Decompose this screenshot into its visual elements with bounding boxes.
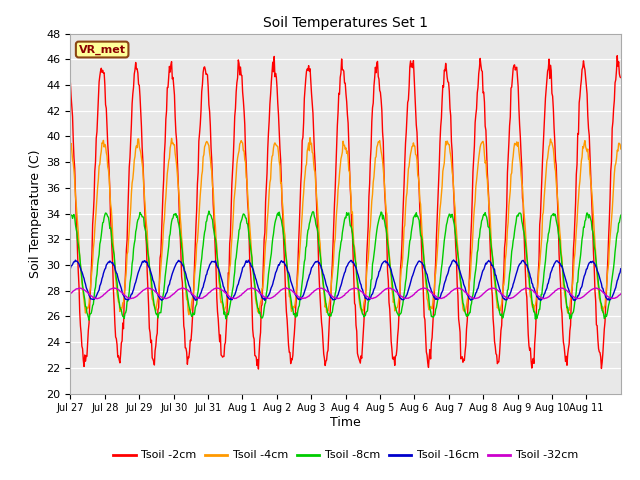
Text: VR_met: VR_met (79, 44, 125, 55)
Legend: Tsoil -2cm, Tsoil -4cm, Tsoil -8cm, Tsoil -16cm, Tsoil -32cm: Tsoil -2cm, Tsoil -4cm, Tsoil -8cm, Tsoi… (109, 446, 582, 465)
X-axis label: Time: Time (330, 416, 361, 429)
Y-axis label: Soil Temperature (C): Soil Temperature (C) (29, 149, 42, 278)
Title: Soil Temperatures Set 1: Soil Temperatures Set 1 (263, 16, 428, 30)
